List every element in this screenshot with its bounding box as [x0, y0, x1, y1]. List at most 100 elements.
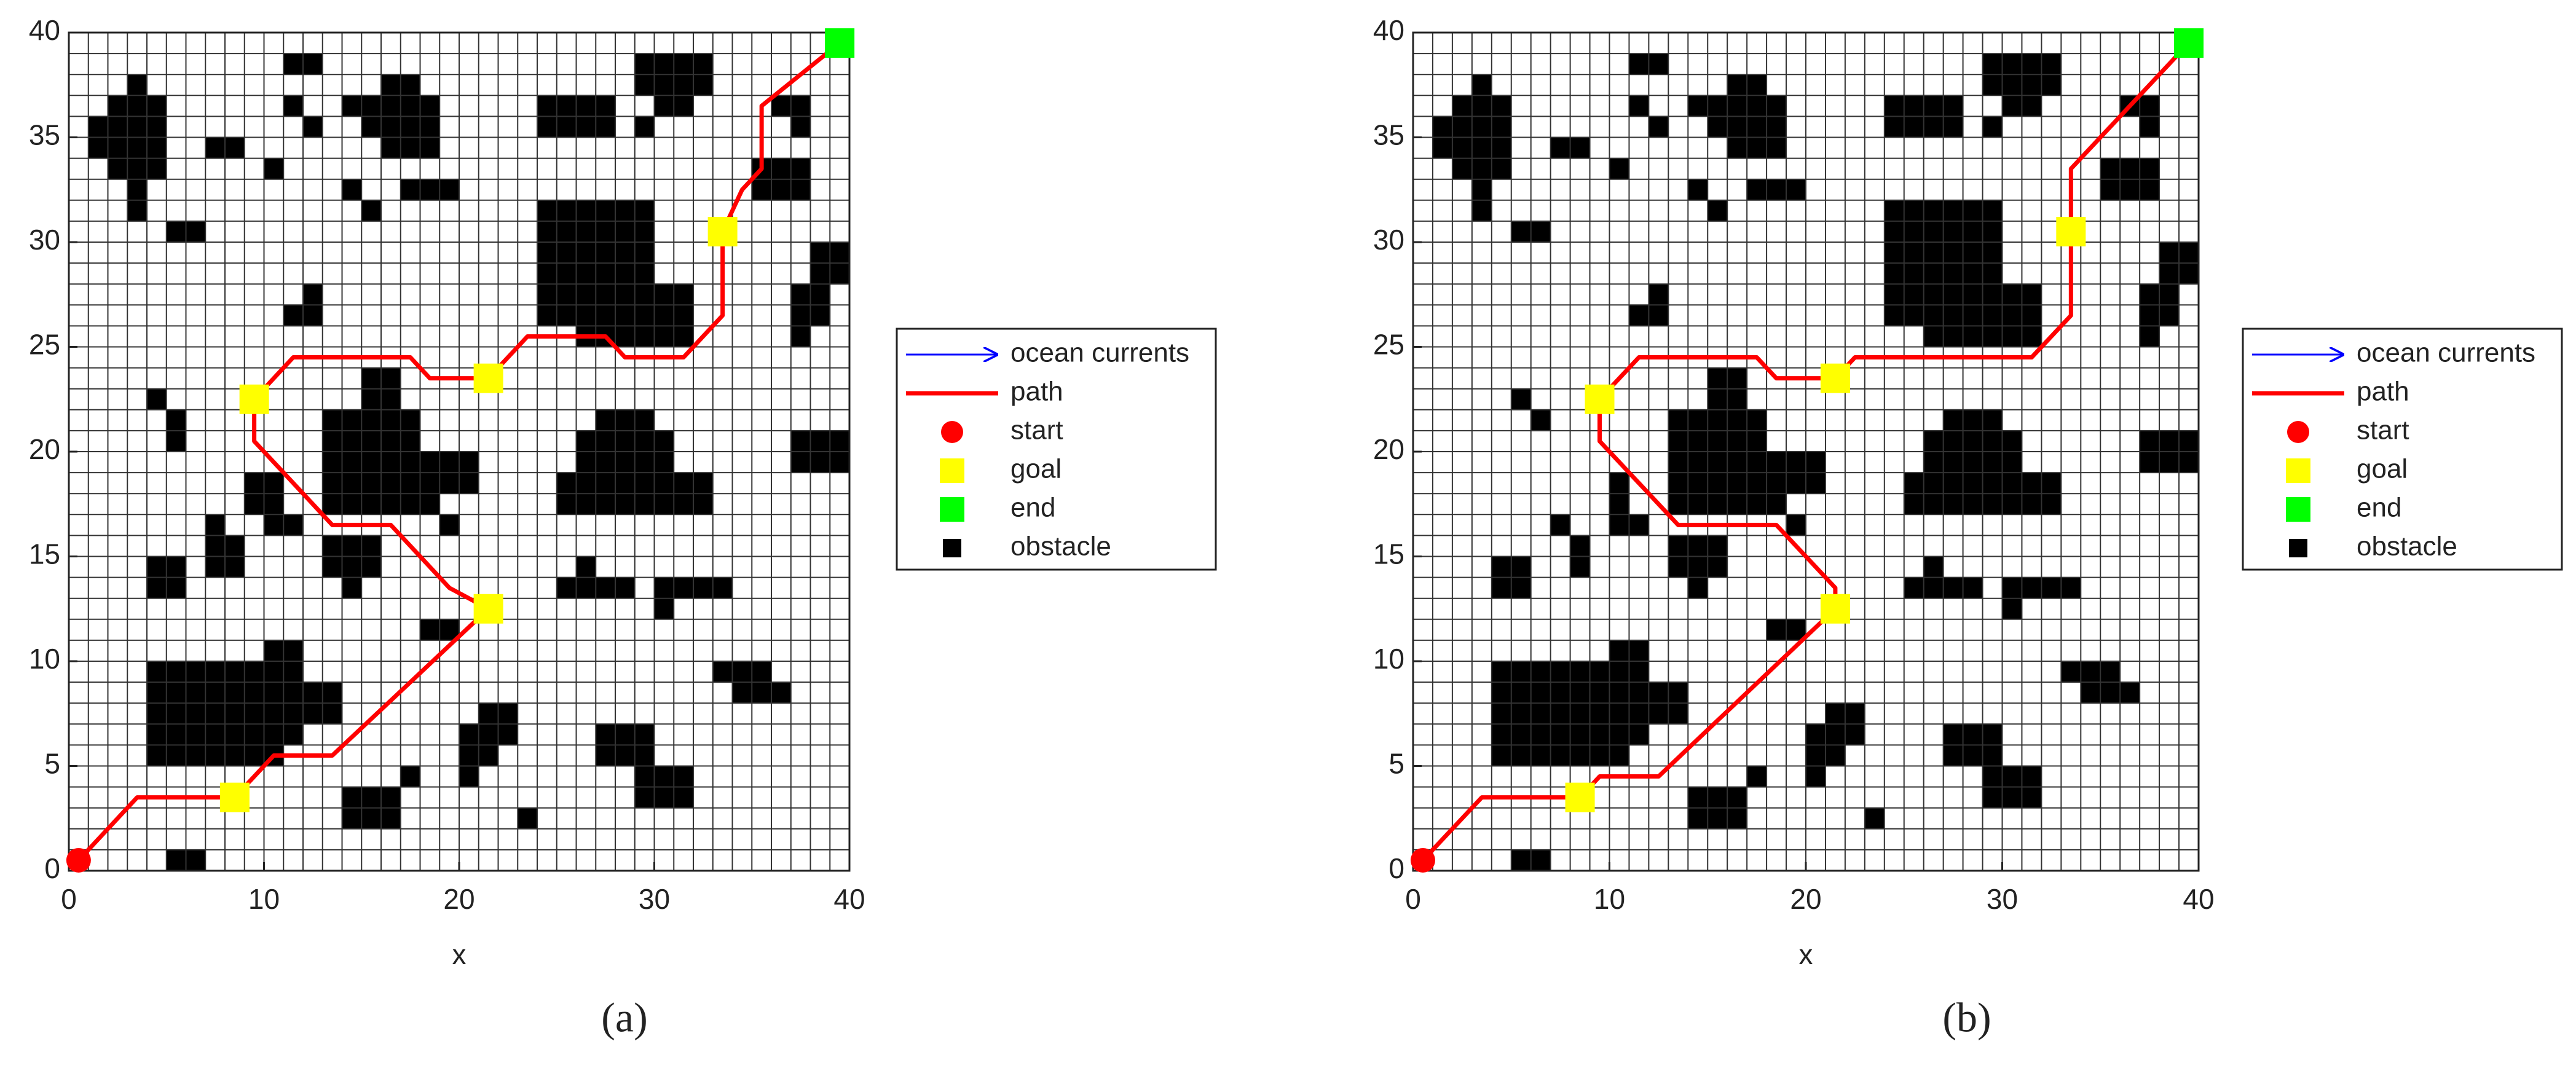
obstacle	[1688, 95, 1708, 117]
obstacle	[2061, 661, 2121, 683]
chart: 0 10 20 30 40 0 5 10 15 20 25 30 35 40 x (a) ocean curre…	[29, 14, 1217, 1041]
obstacle	[1923, 556, 1944, 578]
obstacle	[1864, 807, 1885, 829]
legend-swatch	[941, 421, 963, 443]
obstacle	[1648, 116, 1669, 138]
y-tick-label: 40	[29, 14, 60, 46]
obstacle	[342, 179, 362, 200]
goal-marker	[473, 363, 503, 393]
legend-box	[896, 328, 1217, 571]
legend-swatch	[940, 458, 964, 483]
y-tick-label: 25	[29, 329, 60, 361]
obstacle	[264, 158, 284, 179]
x-tick-label: 40	[2183, 883, 2214, 915]
goal-marker	[1820, 594, 1850, 624]
goal-marker	[219, 782, 250, 812]
goal-marker	[473, 594, 503, 624]
y-tick-label: 20	[29, 433, 60, 465]
legend-label: end	[2357, 493, 2401, 523]
obstacle	[205, 514, 225, 536]
x-tick-label: 0	[61, 883, 77, 915]
legend-label: path	[1010, 377, 1063, 407]
legend-label: start	[1010, 415, 1063, 446]
obstacle	[518, 807, 537, 829]
y-tick-label: 30	[1373, 224, 1404, 256]
x-tick-label: 10	[248, 883, 280, 915]
y-tick-label: 0	[44, 852, 60, 884]
goal-marker	[1820, 363, 1850, 393]
obstacle	[1747, 179, 1806, 200]
legend-swatch	[2286, 458, 2310, 483]
obstacle	[712, 661, 771, 683]
legend-swatch	[2286, 497, 2310, 522]
legend-label: obstacle	[2357, 532, 2457, 562]
obstacle	[1609, 158, 1629, 179]
goal-marker	[1565, 782, 1595, 812]
obstacle	[420, 493, 440, 515]
y-tick-label: 25	[1373, 329, 1404, 361]
legend-swatch	[943, 539, 961, 557]
obstacle	[1491, 661, 1629, 766]
obstacle	[634, 116, 655, 138]
obstacle	[576, 556, 596, 578]
y-tick-label: 15	[29, 538, 60, 570]
legend-label: end	[1010, 493, 1055, 523]
chart: 0 10 20 30 40 0 5 10 15 20 25 30 35 40 x (b) ocean curre…	[1373, 14, 2563, 1041]
caption: (a)	[601, 994, 647, 1041]
obstacle	[1629, 95, 1649, 117]
obstacle	[1688, 577, 1708, 599]
obstacle	[1943, 409, 2003, 431]
legend-swatch	[2289, 539, 2307, 557]
goal-marker	[2056, 216, 2086, 246]
x-tick-label: 20	[443, 883, 475, 915]
obstacle	[1648, 284, 1669, 305]
obstacle	[342, 95, 362, 117]
obstacle	[654, 598, 674, 619]
legend-label: ocean currents	[2357, 338, 2535, 368]
legend-label: goal	[1010, 454, 1062, 484]
x-axis-label: x	[452, 938, 467, 970]
obstacle	[1786, 514, 1806, 536]
obstacle	[400, 766, 420, 787]
obstacle	[342, 577, 362, 599]
start-marker	[66, 847, 91, 873]
y-tick-label: 35	[29, 119, 60, 151]
obstacle	[1511, 388, 1531, 410]
obstacle	[1767, 493, 1787, 515]
y-tick-label: 0	[1388, 852, 1404, 884]
legend-label: ocean currents	[1010, 338, 1189, 368]
x-tick-label: 20	[1790, 883, 1821, 915]
legend-box	[2242, 328, 2563, 571]
y-tick-label: 10	[29, 643, 60, 675]
obstacle	[1806, 766, 1826, 787]
end-marker	[2174, 28, 2204, 58]
obstacle	[2002, 598, 2022, 619]
legend-label: obstacle	[1010, 532, 1111, 562]
obstacle	[303, 116, 323, 138]
goal-marker	[707, 216, 738, 246]
legend-label: path	[2357, 377, 2409, 407]
y-tick-label: 20	[1373, 433, 1404, 465]
obstacle	[303, 284, 323, 305]
legend-label: start	[2357, 415, 2409, 446]
obstacle	[1550, 514, 1570, 536]
obstacle	[400, 179, 459, 200]
x-tick-label: 40	[833, 883, 865, 915]
obstacle	[147, 661, 284, 766]
goal-marker	[239, 384, 269, 414]
obstacle	[439, 514, 459, 536]
obstacle	[790, 116, 811, 138]
y-tick-label: 15	[1373, 538, 1404, 570]
y-tick-label: 5	[44, 748, 60, 780]
obstacle	[361, 200, 381, 221]
obstacle	[1982, 116, 2003, 138]
end-marker	[825, 28, 855, 58]
y-tick-label: 5	[1388, 748, 1404, 780]
x-tick-label: 30	[1987, 883, 2018, 915]
obstacle	[1530, 409, 1551, 431]
obstacle	[1727, 137, 1787, 159]
goal-marker	[1585, 384, 1615, 414]
obstacle	[2081, 682, 2140, 704]
obstacle	[381, 137, 440, 159]
